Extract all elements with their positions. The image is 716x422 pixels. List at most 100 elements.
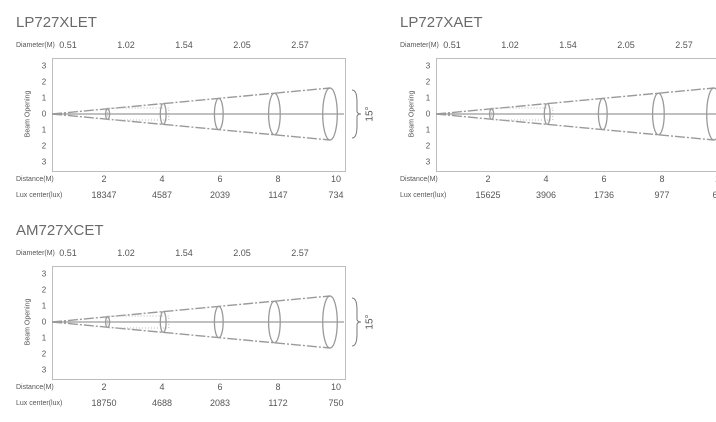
distance-value: 6 <box>601 174 607 184</box>
beam-cross-section <box>267 92 281 136</box>
lux-value: 625 <box>712 190 716 200</box>
lux-value: 15625 <box>475 190 501 200</box>
beam-inner-region <box>107 315 170 329</box>
diameter-label: Diameter(M) <box>16 250 55 257</box>
y-tick-label: 1 <box>41 93 47 103</box>
beam-cross-section <box>213 97 224 131</box>
lux-label: Lux center(lux) <box>400 192 447 199</box>
beam-cross-section <box>706 87 716 141</box>
lux-label: Lux center(lux) <box>16 192 63 199</box>
diameter-value: 0.51 <box>59 40 77 50</box>
beam-edge-lower <box>435 113 715 141</box>
diameter-value: 2.57 <box>675 40 693 50</box>
diameter-value: 0.51 <box>443 40 461 50</box>
beam-cross-section <box>597 97 608 131</box>
panel-title: LP727XLET <box>16 14 97 31</box>
lux-value: 1147 <box>268 190 288 200</box>
beam-cross-section <box>651 92 665 136</box>
beam-inner-region <box>107 107 170 121</box>
y-tick-label: 1 <box>41 333 47 343</box>
lux-value: 2083 <box>209 398 231 408</box>
angle-brace <box>351 89 362 139</box>
beam-panel: LP727XAET Diameter(M) 0.51 1.02 1.54 2.05 2.57… <box>400 14 716 214</box>
y-tick-label: 3 <box>41 365 47 375</box>
diameter-label: Diameter(M) <box>400 42 439 49</box>
diameter-label: Diameter(M) <box>16 42 55 49</box>
panel-title: LP727XAET <box>400 14 483 31</box>
diameter-value: 1.54 <box>175 40 193 50</box>
lux-value: 4587 <box>151 190 173 200</box>
beam-cross-section <box>322 295 338 349</box>
y-tick-label: 3 <box>41 269 47 279</box>
distance-label: Distance(M) <box>16 384 54 391</box>
y-tick-label: 0 <box>41 109 47 119</box>
beam-cone-drawing <box>51 87 362 141</box>
beam-plot-area <box>436 58 716 172</box>
beam-cross-section <box>267 300 281 344</box>
beam-edge-upper <box>51 87 331 115</box>
distance-value: 2 <box>485 174 491 184</box>
beam-angle-label: 15° <box>364 314 376 330</box>
beam-cone-drawing <box>51 295 362 349</box>
beam-cross-section <box>159 310 167 334</box>
y-tick-label: 2 <box>41 349 47 359</box>
distance-value: 8 <box>275 174 281 184</box>
beam-cross-section <box>159 102 167 126</box>
panel-title: AM727XCET <box>16 222 104 239</box>
y-tick-label: 1 <box>425 125 431 135</box>
beam-panel: AM727XCET Diameter(M) 0.51 1.02 1.54 2.05 2.57… <box>16 222 376 422</box>
y-tick-label: 1 <box>41 125 47 135</box>
diameter-value: 1.02 <box>117 248 135 258</box>
lux-value: 750 <box>328 398 344 408</box>
y-tick-label: 1 <box>425 93 431 103</box>
distance-value: 8 <box>659 174 665 184</box>
beam-cross-section <box>322 87 338 141</box>
beam-edge-lower <box>51 113 331 141</box>
y-tick-label: 2 <box>41 77 47 87</box>
lux-value: 4688 <box>151 398 173 408</box>
lux-value: 18347 <box>91 190 117 200</box>
beam-plot-area <box>52 58 346 172</box>
y-tick-label: 3 <box>425 157 431 167</box>
distance-value: 8 <box>275 382 281 392</box>
distance-value: 4 <box>159 174 165 184</box>
y-tick-label: 2 <box>41 285 47 295</box>
angle-brace <box>351 297 362 347</box>
distance-label: Distance(M) <box>400 176 438 183</box>
y-tick-label: 2 <box>41 141 47 151</box>
y-tick-label: 0 <box>41 317 47 327</box>
y-tick-label: 3 <box>41 157 47 167</box>
beam-plot-area <box>52 266 346 380</box>
diameter-value: 2.57 <box>291 40 309 50</box>
distance-value: 4 <box>159 382 165 392</box>
beam-cross-section <box>543 102 551 126</box>
diameter-value: 2.05 <box>233 248 251 258</box>
diameter-value: 2.57 <box>291 248 309 258</box>
lux-value: 1736 <box>593 190 615 200</box>
distance-value: 10 <box>330 174 342 184</box>
diameter-value: 1.54 <box>175 248 193 258</box>
lux-label: Lux center(lux) <box>16 400 63 407</box>
lux-value: 1172 <box>268 398 288 408</box>
diameter-value: 1.02 <box>117 40 135 50</box>
distance-value: 10 <box>330 382 342 392</box>
diameter-value: 0.51 <box>59 248 77 258</box>
distance-value: 2 <box>101 174 107 184</box>
diameter-value: 2.05 <box>233 40 251 50</box>
y-tick-label: 1 <box>41 301 47 311</box>
diameter-value: 2.05 <box>617 40 635 50</box>
y-tick-label: 3 <box>425 61 431 71</box>
y-tick-label: 2 <box>425 141 431 151</box>
beam-edge-upper <box>435 87 715 115</box>
distance-value: 6 <box>217 382 223 392</box>
lux-value: 3906 <box>535 190 557 200</box>
beam-angle-label: 15° <box>364 106 376 122</box>
y-tick-label: 0 <box>425 109 431 119</box>
lux-value: 2039 <box>209 190 231 200</box>
distance-value: 2 <box>101 382 107 392</box>
distance-value: 10 <box>715 174 716 184</box>
lux-value: 977 <box>654 190 670 200</box>
beam-edge-lower <box>51 321 331 349</box>
beam-cone-drawing <box>435 87 716 141</box>
beam-edge-upper <box>51 295 331 323</box>
